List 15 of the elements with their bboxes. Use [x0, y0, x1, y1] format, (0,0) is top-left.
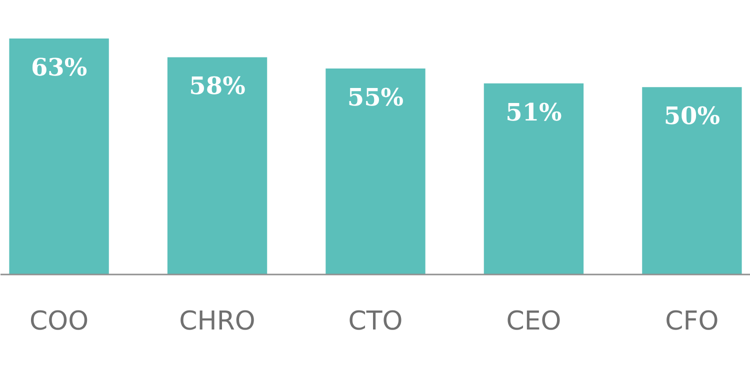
bar [9, 38, 109, 274]
data-label: 63% [30, 52, 88, 82]
x-tick-label: COO [30, 306, 89, 336]
data-label: 51% [506, 97, 562, 126]
x-tick-label: CTO [348, 306, 403, 336]
data-label: 58% [189, 71, 246, 100]
data-label: 55% [347, 82, 404, 112]
bar [642, 87, 742, 274]
x-tick-label: CHRO [179, 306, 256, 336]
bar [167, 57, 268, 274]
x-tick-label: CFO [665, 306, 719, 336]
data-label: 50% [664, 101, 720, 130]
bar [484, 83, 584, 274]
x-tick-label: CEO [506, 306, 562, 336]
bar [326, 68, 426, 274]
